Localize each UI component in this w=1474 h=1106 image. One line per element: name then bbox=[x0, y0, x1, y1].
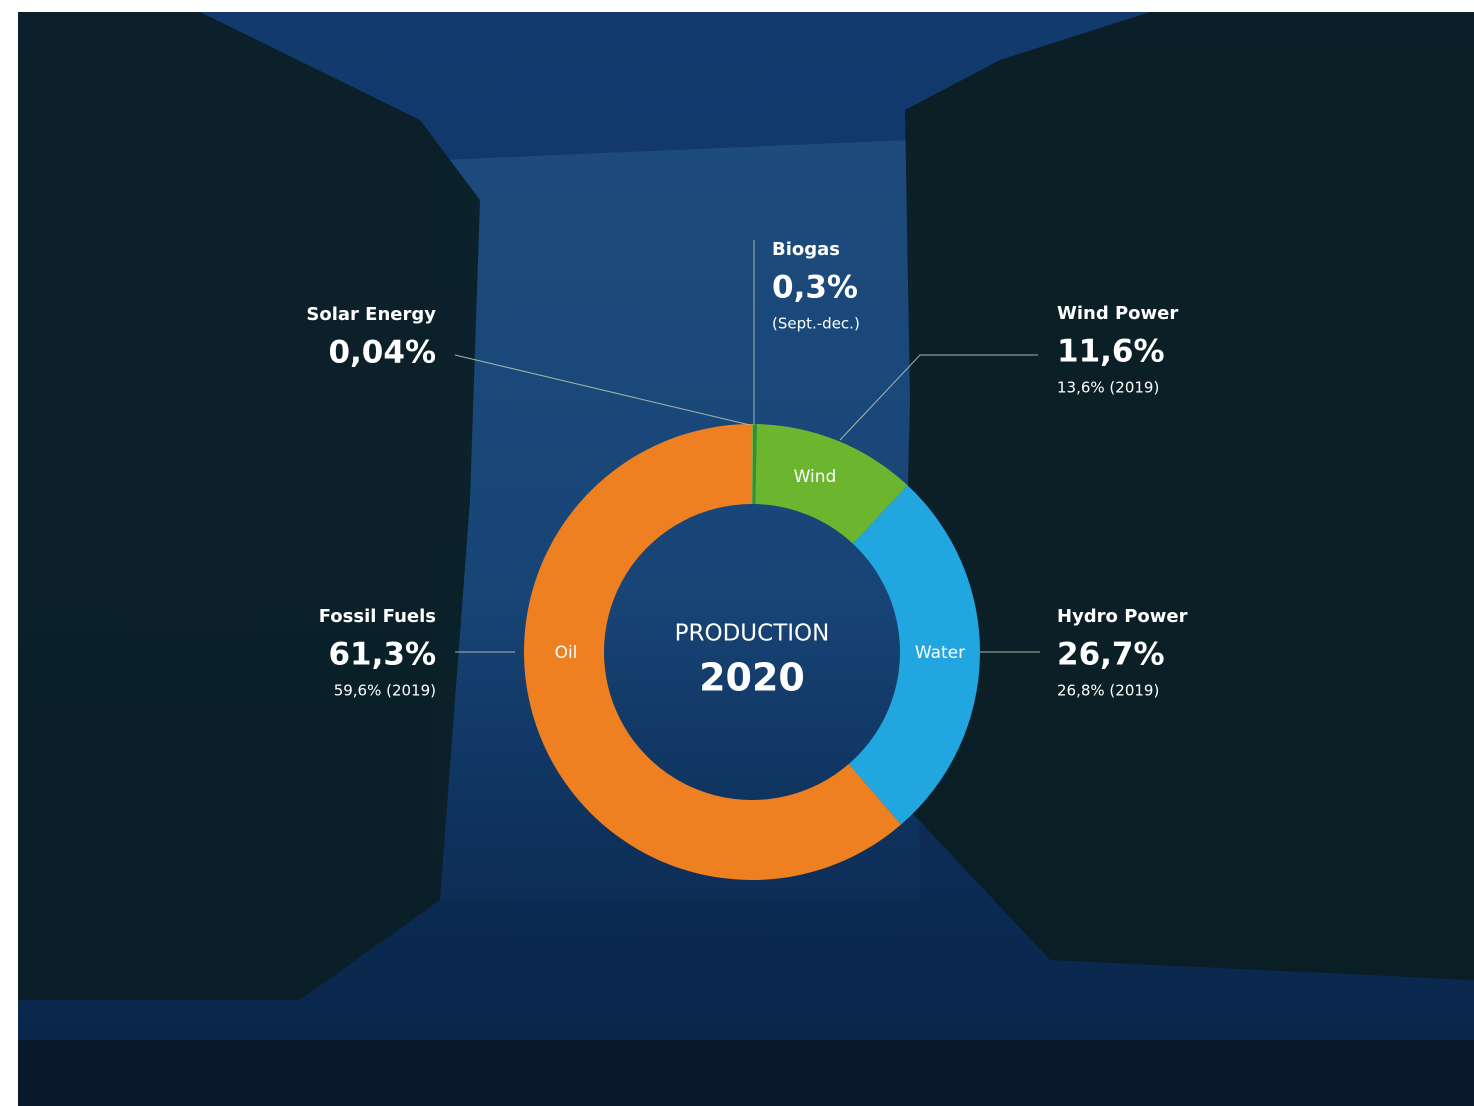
category-label: Wind Power bbox=[1057, 303, 1178, 324]
donut-slice bbox=[524, 424, 902, 880]
background-photo bbox=[18, 12, 1474, 1106]
value-label: 61,3% bbox=[328, 637, 436, 673]
donut-slice bbox=[848, 485, 980, 825]
slice-label: Water bbox=[915, 643, 965, 663]
center-title: PRODUCTION bbox=[675, 621, 830, 647]
category-label: Biogas bbox=[772, 239, 840, 260]
category-label: Fossil Fuels bbox=[319, 606, 436, 627]
annotation: 13,6% (2019) bbox=[1057, 379, 1159, 397]
value-label: 0,3% bbox=[772, 270, 858, 306]
annotation: (Sept.-dec.) bbox=[772, 315, 860, 333]
slice-label: Wind bbox=[794, 467, 837, 487]
annotation: 59,6% (2019) bbox=[334, 682, 436, 700]
donut-slice bbox=[752, 424, 757, 505]
value-label: 0,04% bbox=[328, 335, 436, 371]
center-subtitle: 2020 bbox=[699, 656, 805, 700]
value-label: 26,7% bbox=[1057, 637, 1165, 673]
category-label: Solar Energy bbox=[306, 304, 436, 325]
slice-label: Oil bbox=[555, 643, 578, 663]
annotation: 26,8% (2019) bbox=[1057, 682, 1159, 700]
leader-line bbox=[454, 354, 751, 426]
value-label: 11,6% bbox=[1057, 334, 1165, 370]
category-label: Hydro Power bbox=[1057, 606, 1188, 627]
donut-slice bbox=[755, 424, 908, 544]
donut-slice bbox=[752, 424, 753, 505]
leader-line bbox=[839, 354, 1038, 441]
